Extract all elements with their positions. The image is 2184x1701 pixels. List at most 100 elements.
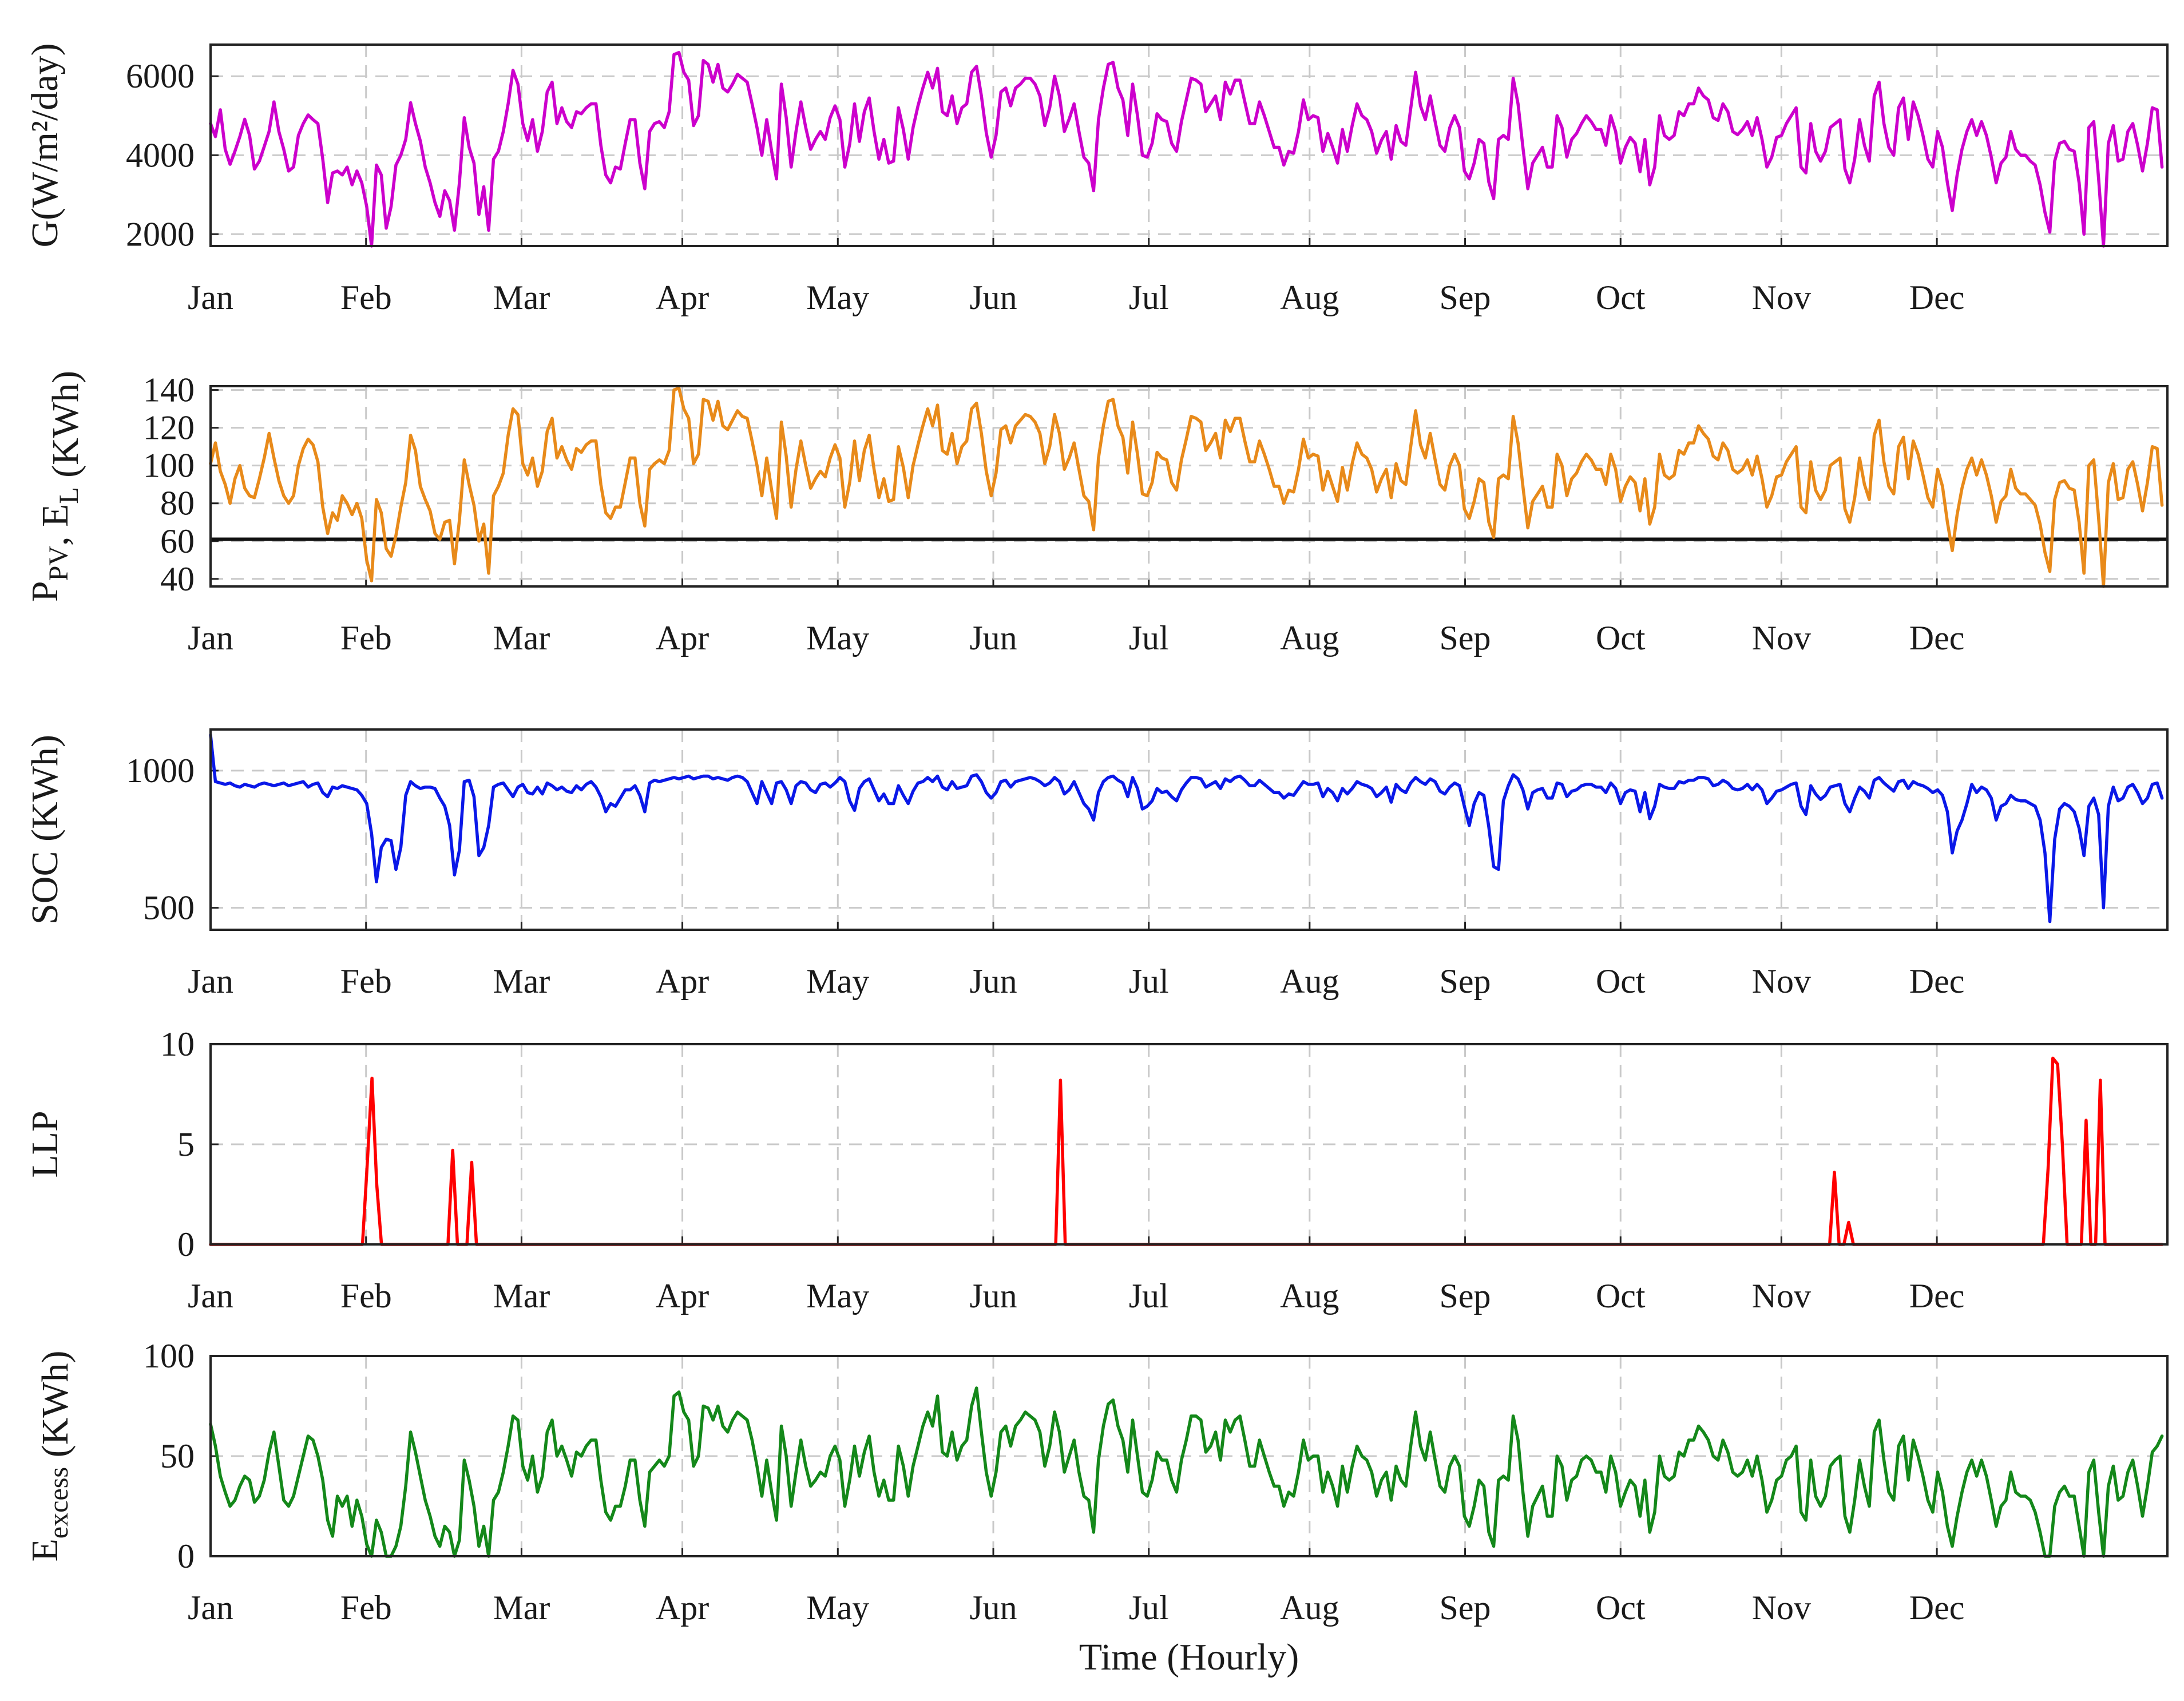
y-axis-title-subscript: PV	[43, 546, 74, 581]
x-tick-label: Jan	[188, 619, 233, 657]
x-tick-label: Nov	[1752, 1277, 1811, 1315]
x-tick-label: Jul	[1129, 279, 1169, 316]
x-tick-label: Oct	[1596, 279, 1646, 316]
x-tick-label: Feb	[340, 1277, 392, 1315]
y-tick-label: 50	[160, 1437, 195, 1475]
x-tick-label: Aug	[1280, 279, 1339, 316]
x-tick-label: May	[806, 619, 869, 657]
x-tick-label: Feb	[340, 962, 392, 1000]
y-tick-label: 2000	[126, 215, 195, 253]
x-tick-label: Sep	[1440, 962, 1491, 1000]
x-tick-label: Dec	[1909, 1277, 1965, 1315]
x-tick-label: Mar	[493, 962, 550, 1000]
x-tick-label: Mar	[493, 1589, 550, 1627]
x-tick-label: Nov	[1752, 1589, 1811, 1627]
y-axis-title: G(W/m²/day)	[24, 43, 66, 247]
x-tick-label: Oct	[1596, 619, 1646, 657]
x-tick-label: Sep	[1440, 279, 1491, 316]
plot-frame	[209, 1355, 2169, 1557]
y-tick-label: 500	[143, 889, 195, 927]
x-tick-label: Oct	[1596, 1277, 1646, 1315]
y-tick-label: 6000	[126, 57, 195, 95]
x-tick-label: Feb	[340, 619, 392, 657]
x-tick-label: Mar	[493, 279, 550, 316]
x-tick-label: Jan	[188, 279, 233, 316]
x-tick-label: Jun	[969, 962, 1017, 1000]
x-tick-label: Jan	[188, 1589, 233, 1627]
y-tick-label: 4000	[126, 136, 195, 174]
x-tick-label: Jul	[1129, 1277, 1169, 1315]
y-axis-title-part: (KWh)	[34, 1350, 76, 1466]
y-tick-label: 1000	[126, 752, 195, 790]
chart-panel-5: Jan Feb Mar Apr May Jun Jul Aug Sep Oct Nov Dec 0 50 1…	[24, 1337, 2169, 1678]
x-axis-title: Time (Hourly)	[1079, 1636, 1299, 1678]
y-tick-label: 100	[143, 1337, 195, 1375]
x-tick-label: Jul	[1129, 962, 1169, 1000]
y-tick-label: 100	[143, 447, 195, 485]
x-tick-label: Nov	[1752, 619, 1811, 657]
x-tick-label: Dec	[1909, 1589, 1965, 1627]
x-tick-label: Jul	[1129, 619, 1169, 657]
y-tick-label: 40	[160, 560, 195, 598]
x-tick-label: Oct	[1596, 962, 1646, 1000]
y-axis-title-subscript: excess	[43, 1467, 74, 1539]
x-tick-label: Apr	[656, 1277, 709, 1315]
x-tick-label: Mar	[493, 1277, 550, 1315]
x-tick-label: Nov	[1752, 279, 1811, 316]
series-line-4-1	[209, 1056, 2164, 1246]
y-tick-label: 60	[160, 522, 195, 560]
x-tick-label: Oct	[1596, 1589, 1646, 1627]
x-tick-label: Apr	[656, 962, 709, 1000]
x-tick-label: Feb	[340, 279, 392, 316]
plot-frame	[209, 385, 2169, 588]
x-tick-label: Feb	[340, 1589, 392, 1627]
x-tick-label: May	[806, 1277, 869, 1315]
chart-panel-2: Jan Feb Mar Apr May Jun Jul Aug Sep Oct Nov Dec 4060…	[24, 371, 2169, 657]
x-tick-label: Jul	[1129, 1589, 1169, 1627]
y-tick-label: 0	[177, 1537, 195, 1575]
chart-panel-1: Jan Feb Mar Apr May Jun Jul Aug Sep Oct Nov Dec 2000…	[24, 43, 2169, 316]
y-axis-title: SOC (KWh)	[24, 735, 66, 925]
x-tick-label: Aug	[1280, 1589, 1339, 1627]
y-tick-label: 120	[143, 409, 195, 447]
x-tick-label: Dec	[1909, 619, 1965, 657]
x-tick-label: Aug	[1280, 619, 1339, 657]
x-tick-label: Jun	[969, 1589, 1017, 1627]
y-tick-label: 5	[177, 1125, 195, 1163]
x-tick-label: Jan	[188, 962, 233, 1000]
y-axis-title-part: P	[24, 581, 66, 602]
x-tick-label: Sep	[1440, 1277, 1491, 1315]
x-tick-label: Apr	[656, 1589, 709, 1627]
x-tick-label: Aug	[1280, 962, 1339, 1000]
x-tick-label: May	[806, 279, 869, 316]
series-line-2-1	[209, 386, 2164, 588]
y-axis-title-part: (KWh)	[45, 371, 86, 487]
x-tick-label: Jun	[969, 279, 1017, 316]
y-axis-title: PPV, EL (KWh)	[24, 371, 86, 602]
x-tick-label: Apr	[656, 279, 709, 316]
x-tick-label: Jun	[969, 1277, 1017, 1315]
x-tick-label: Apr	[656, 619, 709, 657]
y-tick-label: 140	[143, 371, 195, 409]
plot-frame	[209, 728, 2169, 931]
y-axis-title: LLP	[24, 1111, 66, 1177]
y-axis-title: Eexcess (KWh)	[24, 1350, 76, 1561]
x-tick-label: Aug	[1280, 1277, 1339, 1315]
x-tick-label: Nov	[1752, 962, 1811, 1000]
y-axis-title-subscript: L	[54, 487, 84, 503]
series-line-3-1	[209, 733, 2164, 923]
x-tick-label: Jan	[188, 1277, 233, 1315]
y-tick-label: 80	[160, 485, 195, 522]
x-tick-label: Jun	[969, 619, 1017, 657]
chart-panel-4: Jan Feb Mar Apr May Jun Jul Aug Sep Oct Nov Dec 0 5 10…	[24, 1025, 2169, 1315]
y-tick-label: 0	[177, 1226, 195, 1263]
y-axis-title-part: , E	[34, 504, 76, 546]
x-tick-label: Mar	[493, 619, 550, 657]
plot-frame	[209, 1043, 2169, 1246]
x-tick-label: May	[806, 962, 869, 1000]
plot-frame	[209, 43, 2169, 247]
chart-panel-3: Jan Feb Mar Apr May Jun Jul Aug Sep Oct Nov Dec 500 1…	[24, 728, 2169, 1000]
series-line-5-1	[209, 1386, 2164, 1558]
x-tick-label: Sep	[1440, 1589, 1491, 1627]
